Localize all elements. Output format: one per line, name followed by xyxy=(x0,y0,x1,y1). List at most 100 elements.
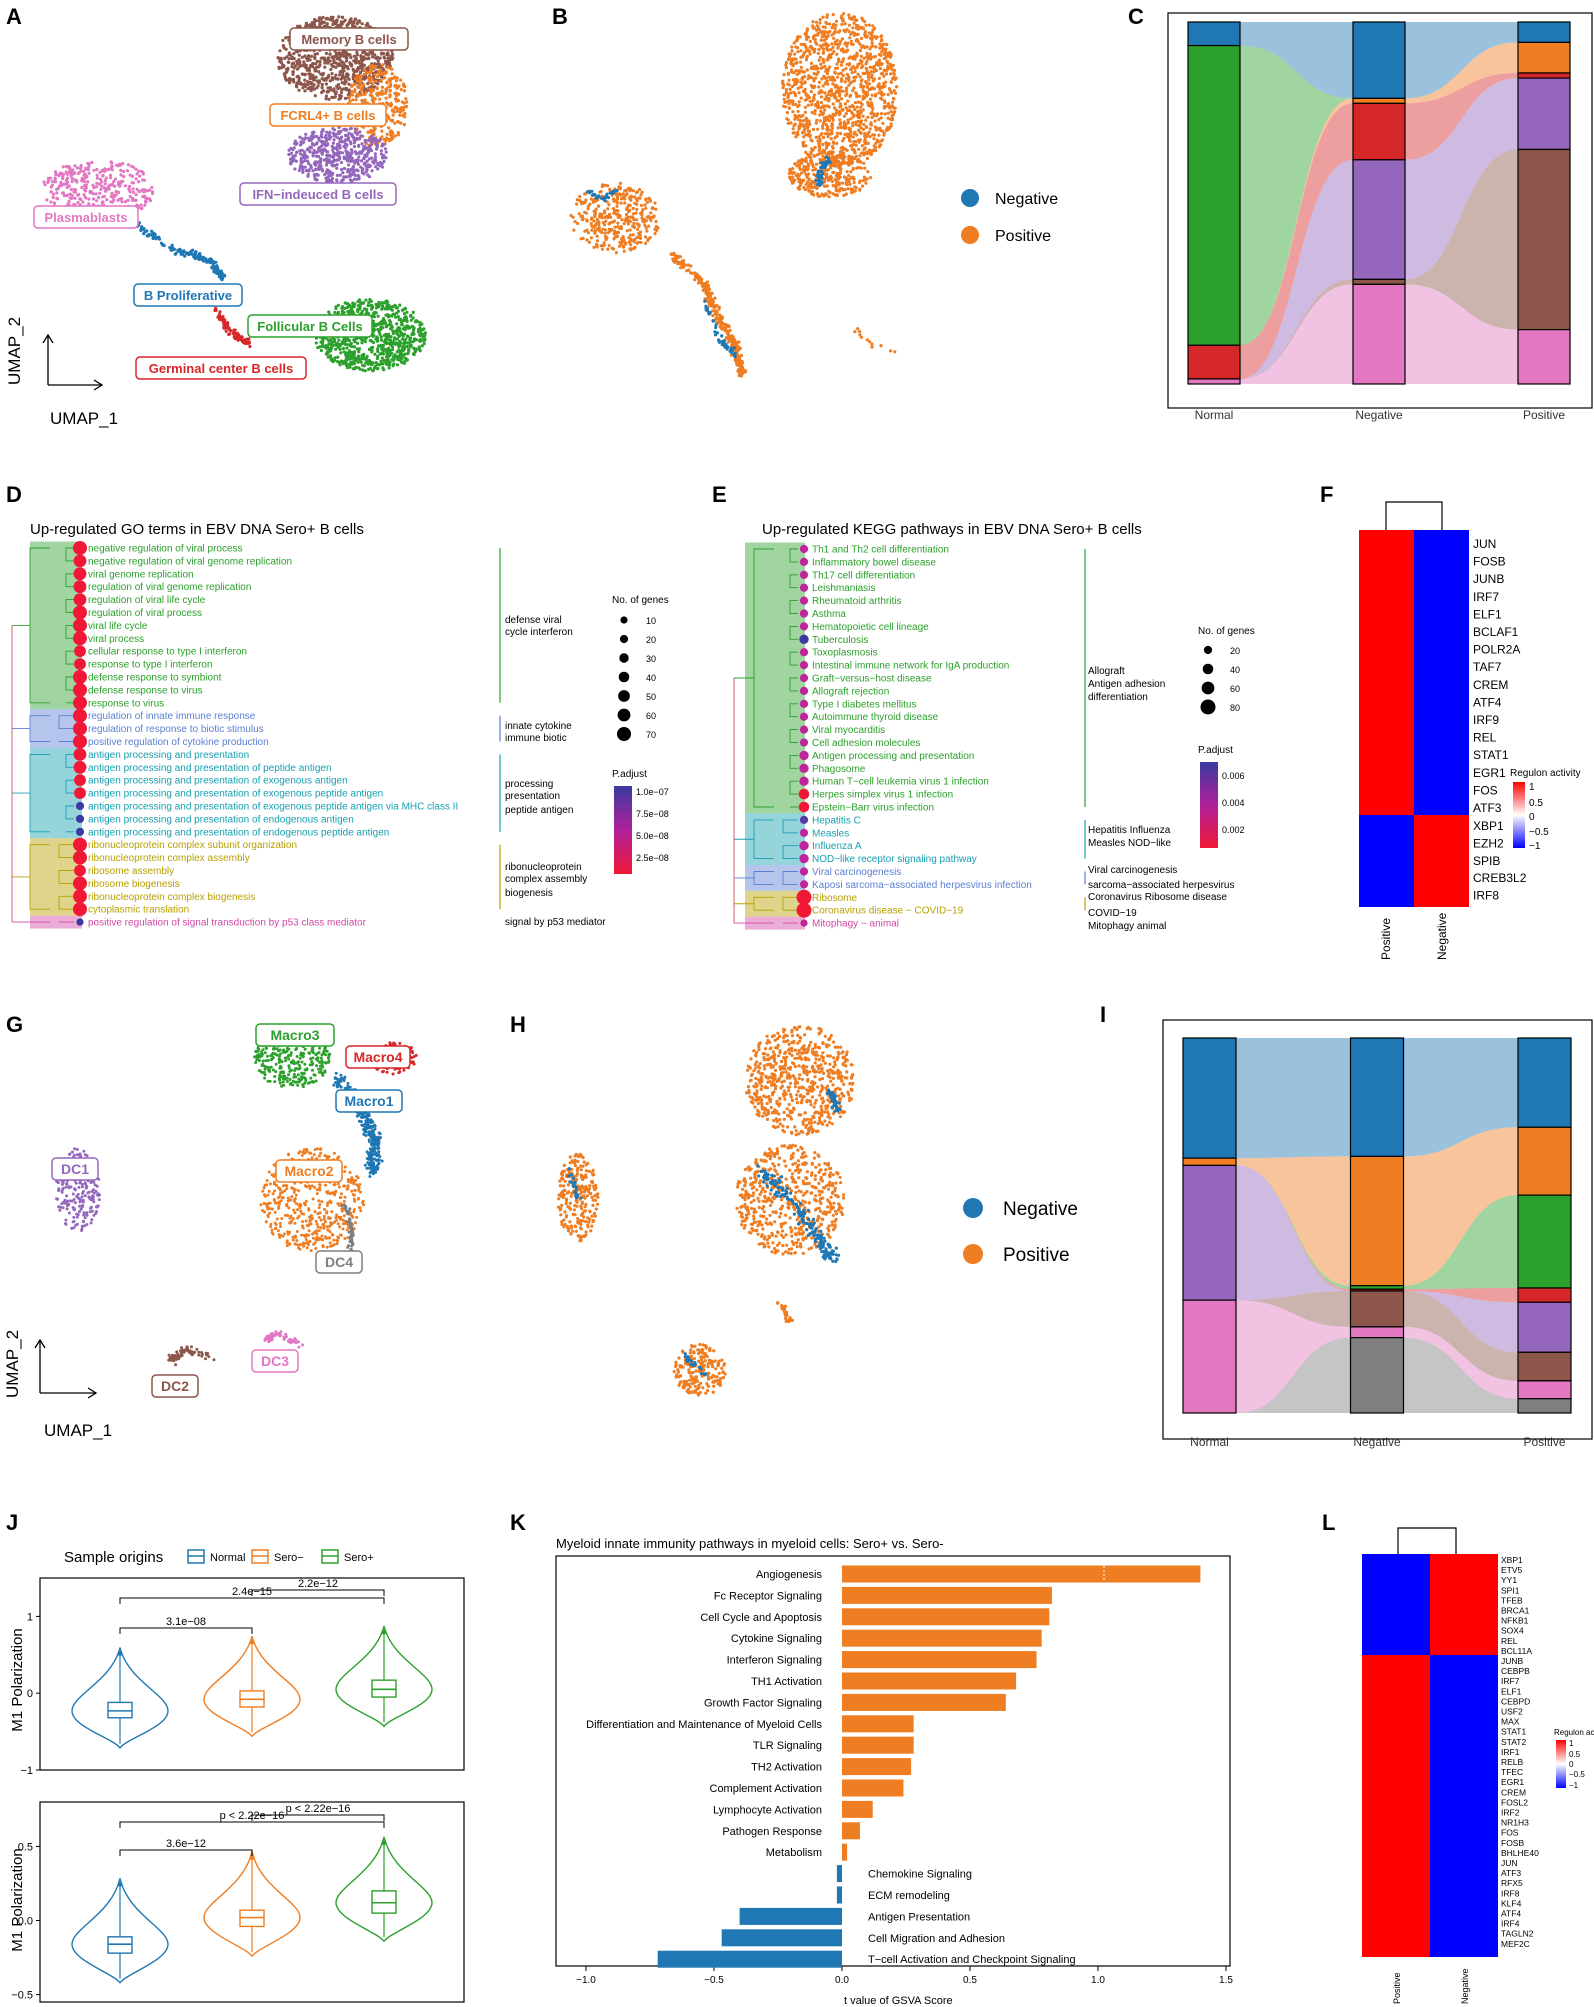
gene-label: IRF7 xyxy=(1501,1676,1520,1686)
gene-label: CREM xyxy=(1501,1787,1526,1797)
p-value: 3.6e−12 xyxy=(166,1838,206,1850)
stratum-ifn-indeuced-b-cells xyxy=(1517,77,1571,151)
legend-positive: Positive xyxy=(995,228,1051,245)
size-legend-dot xyxy=(1202,663,1214,675)
term-label: Ribosome xyxy=(812,893,857,904)
kegg-title: Up-regulated KEGG pathways in EBV DNA Se… xyxy=(762,521,1142,538)
color-legend: P.adjust 1.0e−07 7.5e−08 5.0e−08 2.5e−08 xyxy=(612,769,669,874)
label-macro1: Macro1 xyxy=(344,1093,393,1109)
term-dot xyxy=(73,580,87,594)
panel-b-umap: Negative Positive xyxy=(569,12,1058,378)
term-label: ribonucleoprotein complex assembly xyxy=(88,853,250,864)
term-label: ribonucleoprotein complex subunit organi… xyxy=(88,840,297,851)
gene-label: BCL11A xyxy=(1501,1646,1532,1656)
l-t4: −1 xyxy=(1569,1781,1579,1790)
term-label: Coronavirus disease − COVID−19 xyxy=(812,906,964,917)
stratum-follicular-b-cells xyxy=(1187,44,1241,346)
cluster-dc2-points xyxy=(167,1345,216,1367)
term-dot xyxy=(74,864,86,877)
term-label: Tuberculosis xyxy=(812,635,868,646)
term-label: positive regulation of cytokine producti… xyxy=(88,737,269,748)
go-group0-l1: cycle interferon xyxy=(505,627,573,638)
term-dot xyxy=(73,605,87,620)
f-t1: 0.5 xyxy=(1529,798,1543,809)
bar-t-cell-activation-and-checkpoint-signaling xyxy=(657,1950,842,1968)
l-neg-top xyxy=(1430,1554,1498,1655)
bar-label: Interferon Signaling xyxy=(727,1655,822,1667)
cluster-label-fcrl4: FCRL4+ B cells xyxy=(269,103,387,127)
term-dot xyxy=(799,648,809,657)
stratum-ifn-indeuced-b-cells xyxy=(1352,159,1406,280)
k-xlabel: t value of GSVA Score xyxy=(844,1995,953,2007)
term-label: Viral carcinogenesis xyxy=(812,867,901,878)
dendro-2 xyxy=(734,871,798,885)
term-dot xyxy=(798,801,810,813)
flow-fcrl4-b-cells xyxy=(1405,42,1518,104)
sig-bracket xyxy=(119,1627,253,1634)
term-dot xyxy=(796,902,812,918)
gene-label: REL xyxy=(1473,731,1497,745)
term-dot xyxy=(799,815,809,825)
term-label: Mitophagy − animal xyxy=(812,919,899,930)
bar-th1-activation xyxy=(842,1672,1017,1690)
x-tick-label: 1.0 xyxy=(1091,1975,1105,1986)
term-label: Cell adhesion molecules xyxy=(812,738,920,749)
cluster-label-plasmablasts: Plasmablasts xyxy=(33,205,139,229)
gene-labels: XBP1ETV5YY1SPI1TFEBBRCA1NFKB1SOX4RELBCL1… xyxy=(1501,1555,1539,1949)
gene-label: XBP1 xyxy=(1473,819,1504,833)
g-y-label: UMAP_2 xyxy=(3,1330,22,1398)
negative-points-bottom xyxy=(683,1352,708,1377)
positive-points-left xyxy=(569,181,660,255)
kegg-colorbar xyxy=(1200,762,1218,848)
gene-label: CREB3L2 xyxy=(1473,871,1527,885)
l-legend: Regulon activity 1 0.5 0 −0.5 −1 xyxy=(1554,1728,1594,1790)
gene-label: REL xyxy=(1501,1636,1518,1646)
positive-points-left xyxy=(557,1152,600,1243)
kegg-cbar-t2: 0.002 xyxy=(1222,825,1245,835)
term-dot xyxy=(73,618,87,633)
sig-bracket xyxy=(251,1814,385,1821)
violin-plots: 10−13.1e−082.4e−152.2e−120.50.0−0.53.6e−… xyxy=(11,1578,433,2002)
gene-label: JUNB xyxy=(1473,572,1504,586)
term-dot xyxy=(74,645,86,658)
y-tick-label: 0.5 xyxy=(18,1841,33,1853)
term-label: Th17 cell differentiation xyxy=(812,570,915,581)
flow-plasmablasts xyxy=(1405,284,1518,384)
term-label: Graft−versus−host disease xyxy=(812,674,932,685)
bar-label: ECM remodeling xyxy=(868,1890,950,1902)
panel-j-violins: Sample origins Normal Sero− Sero+ M1 Pol… xyxy=(9,1549,465,2003)
label-dc3: DC3 xyxy=(261,1353,289,1369)
term-label: Phagosome xyxy=(812,764,866,775)
kegg-group4-l0: Mitophagy animal xyxy=(1088,921,1166,932)
term-label: Viral myocarditis xyxy=(812,725,885,736)
bar-antigen-presentation xyxy=(739,1907,842,1925)
size-legend-dot xyxy=(1201,681,1215,695)
term-label: Type I diabetes mellitus xyxy=(812,699,917,710)
stratum-plasmablasts xyxy=(1352,283,1406,385)
cluster-germinal-points xyxy=(213,306,252,349)
l-neg-bottom xyxy=(1430,1655,1498,1957)
panel-letter-d: D xyxy=(6,482,22,507)
gene-label: IRF1 xyxy=(1501,1747,1520,1757)
flow-dc3 xyxy=(1236,1300,1351,1413)
negative-points-top xyxy=(825,1088,842,1113)
cluster-band-3 xyxy=(30,838,82,916)
term-label: Hepatitis C xyxy=(812,815,861,826)
cluster-band-3 xyxy=(745,890,805,917)
label-fcrl4: FCRL4+ B cells xyxy=(280,108,375,123)
gene-label: CEBPB xyxy=(1501,1666,1530,1676)
stratum-memory-b-cells xyxy=(1352,278,1406,285)
term-dot xyxy=(798,788,810,800)
gene-label: BCLAF1 xyxy=(1473,625,1519,639)
panel-letter-j: J xyxy=(6,1510,18,1535)
term-dot xyxy=(74,774,86,787)
positive-points-top xyxy=(745,1025,855,1137)
term-label: Herpes simplex virus 1 infection xyxy=(812,790,953,801)
stratum-macro1 xyxy=(1182,1037,1237,1159)
gene-label: ATF3 xyxy=(1501,1868,1521,1878)
j-legend-normal: Normal xyxy=(210,1552,245,1564)
dendrogram xyxy=(1397,1527,1457,1554)
size-legend-value: 40 xyxy=(646,673,656,683)
kegg-color-legend-title: P.adjust xyxy=(1198,745,1233,756)
